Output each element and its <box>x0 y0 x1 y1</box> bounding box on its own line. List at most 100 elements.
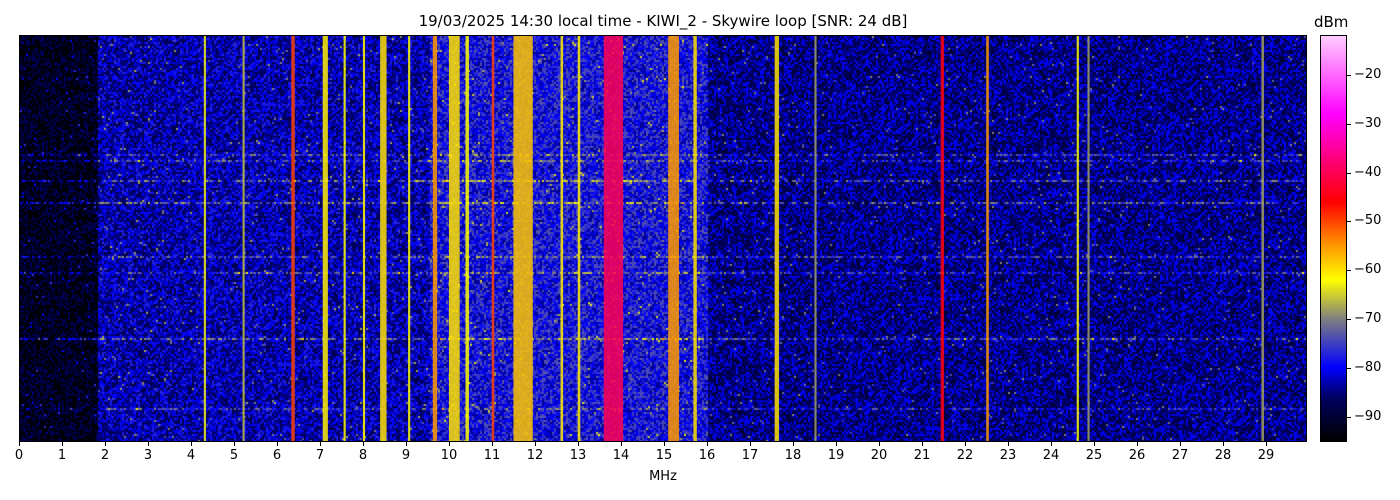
x-tick-mark <box>922 442 923 446</box>
signal-24.6-mhz <box>1076 36 1079 441</box>
x-tick-mark <box>1180 442 1181 446</box>
signal-11.7-mhz <box>513 36 533 441</box>
x-tick-mark <box>1223 442 1224 446</box>
x-tick-mark <box>1266 442 1267 446</box>
x-tick-mark <box>965 442 966 446</box>
x-tick-mark <box>191 442 192 446</box>
x-tick-label: 18 <box>784 448 802 463</box>
signal-10.4-mhz <box>465 36 469 441</box>
x-tick-label: 0 <box>14 448 24 463</box>
signal-8-mhz <box>362 36 366 441</box>
x-tick-label: 3 <box>143 448 153 463</box>
x-tick-mark <box>793 442 794 446</box>
x-tick-label: 28 <box>1214 448 1232 463</box>
colorbar-tick-mark <box>1347 270 1351 272</box>
signal-5.2-mhz <box>242 36 245 441</box>
x-tick-mark <box>836 442 837 446</box>
signal-22.5-mhz <box>986 36 989 441</box>
signal-28.9-mhz <box>1261 36 1264 441</box>
x-tick-label: 21 <box>913 448 931 463</box>
x-tick-label: 14 <box>612 448 630 463</box>
signal-21.45-mhz <box>940 36 945 441</box>
x-tick-mark <box>707 442 708 446</box>
signal-layer <box>203 36 1264 441</box>
x-tick-mark <box>1094 442 1095 446</box>
x-tick-label: 6 <box>272 448 282 463</box>
x-tick-mark <box>535 442 536 446</box>
x-tick-mark <box>406 442 407 446</box>
x-tick-mark <box>363 442 364 446</box>
signal-24.85-mhz <box>1087 36 1090 441</box>
colorbar-tick-label: −80 <box>1354 359 1382 375</box>
waterfall-plot-area <box>19 35 1307 442</box>
x-tick-label: 1 <box>57 448 67 463</box>
colorbar-tick-label: −30 <box>1354 115 1382 131</box>
signal-7.55-mhz <box>343 36 346 441</box>
signal-10.1-mhz <box>448 36 460 441</box>
x-tick-mark <box>148 442 149 446</box>
waterfall-noise-canvas <box>20 36 1306 441</box>
signal-12.6-mhz <box>560 36 564 441</box>
colorbar-tick-mark <box>1347 367 1351 369</box>
x-tick-label: 13 <box>569 448 587 463</box>
x-tick-label: 22 <box>956 448 974 463</box>
x-tick-mark <box>62 442 63 446</box>
x-axis: 0 1 2 3 4 5 6 7 8 9 10 11 12 13 14 15 16 17 18 19 20 21 22 23 24… <box>15 442 1307 472</box>
x-tick-label: 8 <box>358 448 368 463</box>
x-tick-label: 16 <box>698 448 716 463</box>
colorbar-tick-mark <box>1347 172 1351 174</box>
x-tick-mark <box>750 442 751 446</box>
x-tick-mark <box>1137 442 1138 446</box>
colorbar-tick-label: −50 <box>1354 213 1382 229</box>
x-axis-label: MHz <box>649 469 677 484</box>
colorbar-tick-mark <box>1347 75 1351 77</box>
signal-9.65-mhz <box>432 36 438 441</box>
colorbar-tick-mark <box>1347 416 1351 418</box>
x-tick-mark <box>277 442 278 446</box>
x-tick-mark <box>449 442 450 446</box>
x-tick-label: 20 <box>870 448 888 463</box>
x-tick-mark <box>664 442 665 446</box>
colorbar-tick-label: −70 <box>1354 311 1382 326</box>
colorbar-tick-label: −90 <box>1354 408 1382 424</box>
x-tick-label: 23 <box>999 448 1017 463</box>
colorbar-tick-label: −60 <box>1354 262 1382 278</box>
x-tick-label: 12 <box>526 448 544 463</box>
signal-6.35-mhz <box>291 36 295 441</box>
x-tick-label: 15 <box>655 448 673 463</box>
x-tick-label: 11 <box>483 448 501 463</box>
colorbar-tick-mark <box>1347 221 1351 223</box>
signal-11-mhz <box>491 36 495 441</box>
x-tick-label: 27 <box>1171 448 1189 463</box>
x-tick-mark <box>105 442 106 446</box>
x-tick-label: 29 <box>1257 448 1275 463</box>
x-tick-mark <box>578 442 579 446</box>
x-tick-label: 7 <box>315 448 325 463</box>
chart-title: 19/03/2025 14:30 local time - KIWI_2 - S… <box>418 12 908 30</box>
signal-7.1-mhz <box>322 36 328 441</box>
x-tick-mark <box>1008 442 1009 446</box>
signal-4.3-mhz <box>203 36 206 441</box>
signal-13.8-mhz <box>603 36 624 441</box>
signal-15.7-mhz <box>693 36 697 441</box>
signal-9.05-mhz <box>408 36 411 441</box>
x-tick-label: 9 <box>401 448 411 463</box>
colorbar <box>1320 35 1347 442</box>
x-tick-label: 25 <box>1085 448 1103 463</box>
x-tick-label: 5 <box>229 448 239 463</box>
x-tick-mark <box>19 442 20 446</box>
x-tick-label: 26 <box>1128 448 1146 463</box>
x-tick-mark <box>234 442 235 446</box>
x-tick-label: 2 <box>100 448 110 463</box>
colorbar-label: dBm <box>1314 13 1349 31</box>
x-tick-label: 4 <box>186 448 196 463</box>
x-tick-mark <box>320 442 321 446</box>
x-tick-mark <box>621 442 622 446</box>
signal-17.6-mhz <box>774 36 779 441</box>
signal-15.2-mhz <box>668 36 679 441</box>
colorbar-tick-mark <box>1347 123 1351 125</box>
signal-13-mhz <box>577 36 581 441</box>
x-tick-mark <box>492 442 493 446</box>
signal-18.5-mhz <box>814 36 817 441</box>
colorbar-tick-label: −20 <box>1354 67 1382 83</box>
